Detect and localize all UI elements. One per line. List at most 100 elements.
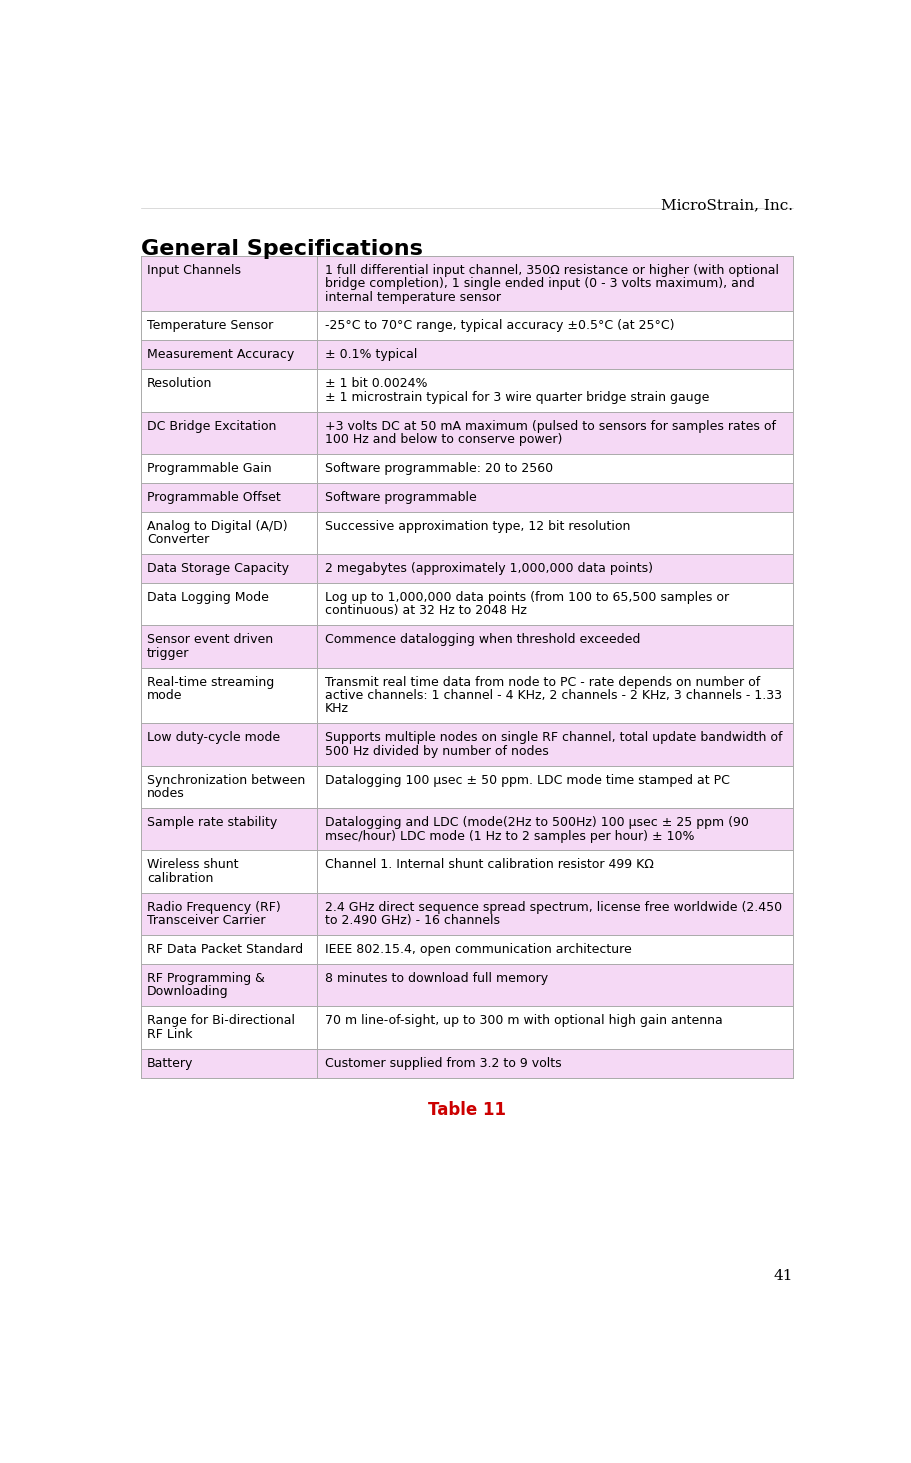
Text: 100 Hz and below to conserve power): 100 Hz and below to conserve power) <box>324 433 562 446</box>
Text: Programmable Offset: Programmable Offset <box>148 490 281 503</box>
Text: KHz: KHz <box>324 702 349 715</box>
Bar <box>317 411 793 454</box>
Text: 8 minutes to download full memory: 8 minutes to download full memory <box>324 971 548 985</box>
Text: nodes: nodes <box>148 787 185 800</box>
Text: Datalogging 100 μsec ± 50 ppm. LDC mode time stamped at PC: Datalogging 100 μsec ± 50 ppm. LDC mode … <box>324 774 730 787</box>
Text: Radio Frequency (RF): Radio Frequency (RF) <box>148 901 281 914</box>
Bar <box>141 667 317 723</box>
Bar <box>317 256 793 312</box>
Bar <box>141 1049 317 1078</box>
Text: active channels: 1 channel - 4 KHz, 2 channels - 2 KHz, 3 channels - 1.33: active channels: 1 channel - 4 KHz, 2 ch… <box>324 689 782 702</box>
Text: Table 11: Table 11 <box>428 1100 506 1119</box>
Bar <box>317 454 793 483</box>
Bar <box>317 554 793 582</box>
Bar <box>317 512 793 554</box>
Bar <box>141 411 317 454</box>
Bar <box>317 964 793 1007</box>
Text: Sensor event driven: Sensor event driven <box>148 633 273 647</box>
Bar <box>317 341 793 369</box>
Text: RF Data Packet Standard: RF Data Packet Standard <box>148 944 303 957</box>
Text: Temperature Sensor: Temperature Sensor <box>148 319 273 332</box>
Bar <box>141 256 317 312</box>
Text: 41: 41 <box>773 1268 793 1283</box>
Text: ± 1 microstrain typical for 3 wire quarter bridge strain gauge: ± 1 microstrain typical for 3 wire quart… <box>324 391 709 404</box>
Text: -25°C to 70°C range, typical accuracy ±0.5°C (at 25°C): -25°C to 70°C range, typical accuracy ±0… <box>324 319 674 332</box>
Bar <box>317 483 793 512</box>
Text: calibration: calibration <box>148 872 213 885</box>
Text: Programmable Gain: Programmable Gain <box>148 462 271 475</box>
Text: Data Storage Capacity: Data Storage Capacity <box>148 562 289 575</box>
Bar <box>317 935 793 964</box>
Text: 500 Hz divided by number of nodes: 500 Hz divided by number of nodes <box>324 745 548 758</box>
Text: Transmit real time data from node to PC - rate depends on number of: Transmit real time data from node to PC … <box>324 676 760 689</box>
Bar <box>141 808 317 850</box>
Bar <box>141 964 317 1007</box>
Bar <box>317 808 793 850</box>
Bar <box>141 723 317 765</box>
Text: bridge completion), 1 single ended input (0 - 3 volts maximum), and: bridge completion), 1 single ended input… <box>324 277 754 290</box>
Text: Datalogging and LDC (mode(2Hz to 500Hz) 100 μsec ± 25 ppm (90: Datalogging and LDC (mode(2Hz to 500Hz) … <box>324 816 749 830</box>
Bar <box>141 312 317 341</box>
Text: Input Channels: Input Channels <box>148 263 241 277</box>
Bar <box>317 1049 793 1078</box>
Text: +3 volts DC at 50 mA maximum (pulsed to sensors for samples rates of: +3 volts DC at 50 mA maximum (pulsed to … <box>324 420 776 433</box>
Bar <box>317 1007 793 1049</box>
Text: 2.4 GHz direct sequence spread spectrum, license free worldwide (2.450: 2.4 GHz direct sequence spread spectrum,… <box>324 901 782 914</box>
Bar <box>141 454 317 483</box>
Text: to 2.490 GHz) - 16 channels: to 2.490 GHz) - 16 channels <box>324 914 500 928</box>
Text: Real-time streaming: Real-time streaming <box>148 676 274 689</box>
Bar <box>317 625 793 667</box>
Text: continuous) at 32 Hz to 2048 Hz: continuous) at 32 Hz to 2048 Hz <box>324 604 527 617</box>
Text: IEEE 802.15.4, open communication architecture: IEEE 802.15.4, open communication archit… <box>324 944 631 957</box>
Bar <box>317 892 793 935</box>
Text: Data Logging Mode: Data Logging Mode <box>148 591 269 604</box>
Bar <box>141 765 317 808</box>
Text: DC Bridge Excitation: DC Bridge Excitation <box>148 420 277 433</box>
Text: Supports multiple nodes on single RF channel, total update bandwidth of: Supports multiple nodes on single RF cha… <box>324 732 783 745</box>
Text: ± 0.1% typical: ± 0.1% typical <box>324 348 417 361</box>
Bar <box>141 625 317 667</box>
Bar <box>141 554 317 582</box>
Text: MicroStrain, Inc.: MicroStrain, Inc. <box>660 199 793 212</box>
Text: Battery: Battery <box>148 1056 193 1069</box>
Text: internal temperature sensor: internal temperature sensor <box>324 291 501 303</box>
Text: General Specifications: General Specifications <box>141 238 423 259</box>
Bar <box>141 935 317 964</box>
Text: Low duty-cycle mode: Low duty-cycle mode <box>148 732 281 745</box>
Text: msec/hour) LDC mode (1 Hz to 2 samples per hour) ± 10%: msec/hour) LDC mode (1 Hz to 2 samples p… <box>324 830 694 843</box>
Text: Software programmable: Software programmable <box>324 490 476 503</box>
Text: Synchronization between: Synchronization between <box>148 774 305 787</box>
Text: Commence datalogging when threshold exceeded: Commence datalogging when threshold exce… <box>324 633 640 647</box>
Text: Sample rate stability: Sample rate stability <box>148 816 278 830</box>
Text: trigger: trigger <box>148 647 189 660</box>
Text: Channel 1. Internal shunt calibration resistor 499 KΩ: Channel 1. Internal shunt calibration re… <box>324 859 653 872</box>
Bar <box>317 765 793 808</box>
Bar <box>141 1007 317 1049</box>
Bar <box>141 512 317 554</box>
Text: Converter: Converter <box>148 533 210 546</box>
Text: Resolution: Resolution <box>148 377 212 391</box>
Text: mode: mode <box>148 689 183 702</box>
Bar <box>141 892 317 935</box>
Bar <box>317 723 793 765</box>
Bar <box>141 483 317 512</box>
Text: ± 1 bit 0.0024%: ± 1 bit 0.0024% <box>324 377 427 391</box>
Text: Software programmable: 20 to 2560: Software programmable: 20 to 2560 <box>324 462 553 475</box>
Text: Transceiver Carrier: Transceiver Carrier <box>148 914 266 928</box>
Text: 2 megabytes (approximately 1,000,000 data points): 2 megabytes (approximately 1,000,000 dat… <box>324 562 652 575</box>
Bar <box>317 582 793 625</box>
Bar <box>141 341 317 369</box>
Text: Wireless shunt: Wireless shunt <box>148 859 239 872</box>
Bar <box>317 312 793 341</box>
Bar <box>141 850 317 892</box>
Bar <box>141 369 317 411</box>
Bar <box>317 369 793 411</box>
Text: Downloading: Downloading <box>148 986 229 998</box>
Text: RF Link: RF Link <box>148 1028 193 1040</box>
Text: Measurement Accuracy: Measurement Accuracy <box>148 348 294 361</box>
Text: Customer supplied from 3.2 to 9 volts: Customer supplied from 3.2 to 9 volts <box>324 1056 561 1069</box>
Text: Log up to 1,000,000 data points (from 100 to 65,500 samples or: Log up to 1,000,000 data points (from 10… <box>324 591 729 604</box>
Text: Successive approximation type, 12 bit resolution: Successive approximation type, 12 bit re… <box>324 519 630 533</box>
Bar <box>141 582 317 625</box>
Text: Analog to Digital (A/D): Analog to Digital (A/D) <box>148 519 288 533</box>
